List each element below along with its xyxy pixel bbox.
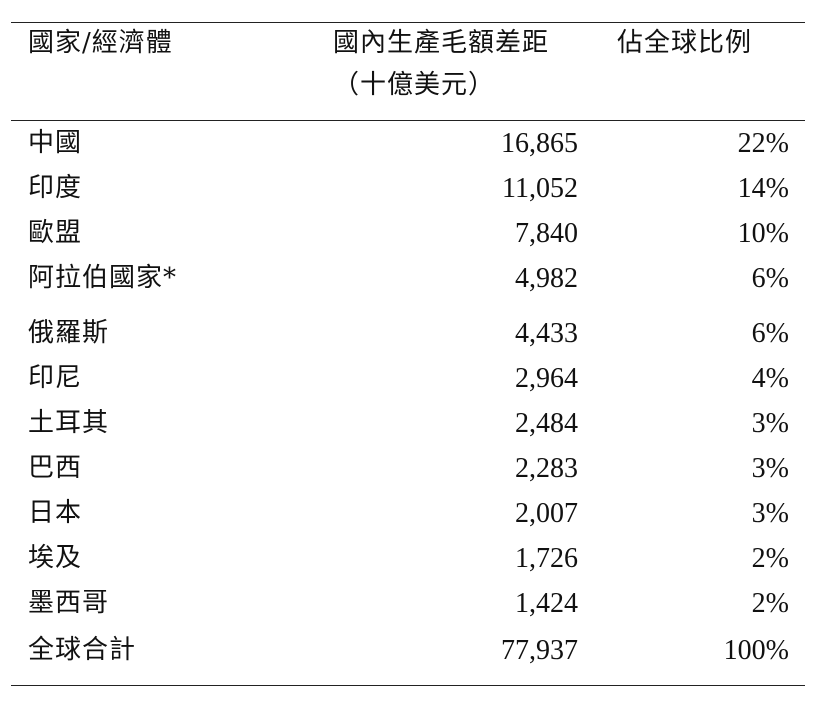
cell-country: 巴西 <box>28 453 83 483</box>
cell-global-share: 22% <box>737 128 789 159</box>
cell-global-share: 6% <box>751 318 789 349</box>
cell-gdp-gap: 2,484 <box>515 408 578 439</box>
cell-global-share: 10% <box>737 218 789 249</box>
cell-gdp-gap: 2,283 <box>515 453 578 484</box>
cell-global-share: 6% <box>751 263 789 294</box>
cell-country: 印度 <box>28 173 83 203</box>
header-country: 國家/經濟體 <box>28 28 173 58</box>
cell-country: 全球合計 <box>28 635 137 665</box>
cell-country: 中國 <box>28 128 83 158</box>
cell-global-share: 2% <box>751 588 789 619</box>
cell-country: 墨西哥 <box>28 588 110 618</box>
cell-global-share: 4% <box>751 363 789 394</box>
cell-gdp-gap: 16,865 <box>501 128 578 159</box>
cell-country: 歐盟 <box>28 218 83 248</box>
table-header-rule <box>11 120 805 121</box>
cell-global-share: 2% <box>751 543 789 574</box>
cell-gdp-gap: 7,840 <box>515 218 578 249</box>
header-global-share: 佔全球比例 <box>617 28 753 58</box>
header-gdp-unit: （十億美元） <box>333 70 496 100</box>
cell-gdp-gap: 1,726 <box>515 543 578 574</box>
cell-country: 土耳其 <box>28 408 110 438</box>
cell-global-share: 3% <box>751 453 789 484</box>
cell-country: 俄羅斯 <box>28 318 110 348</box>
cell-gdp-gap: 77,937 <box>501 635 578 666</box>
cell-gdp-gap: 2,007 <box>515 498 578 529</box>
cell-gdp-gap: 2,964 <box>515 363 578 394</box>
cell-country: 埃及 <box>28 543 83 573</box>
cell-global-share: 100% <box>723 635 789 666</box>
cell-gdp-gap: 4,433 <box>515 318 578 349</box>
cell-gdp-gap: 4,982 <box>515 263 578 294</box>
cell-global-share: 14% <box>737 173 789 204</box>
table-top-rule <box>11 22 805 23</box>
cell-global-share: 3% <box>751 408 789 439</box>
cell-gdp-gap: 11,052 <box>502 173 578 204</box>
cell-global-share: 3% <box>751 498 789 529</box>
cell-country: 日本 <box>28 498 83 528</box>
cell-country: 阿拉伯國家* <box>28 263 178 293</box>
table-bottom-rule <box>11 685 805 686</box>
cell-gdp-gap: 1,424 <box>515 588 578 619</box>
header-gdp-gap: 國內生產毛額差距 <box>333 28 550 58</box>
cell-country: 印尼 <box>28 363 83 393</box>
